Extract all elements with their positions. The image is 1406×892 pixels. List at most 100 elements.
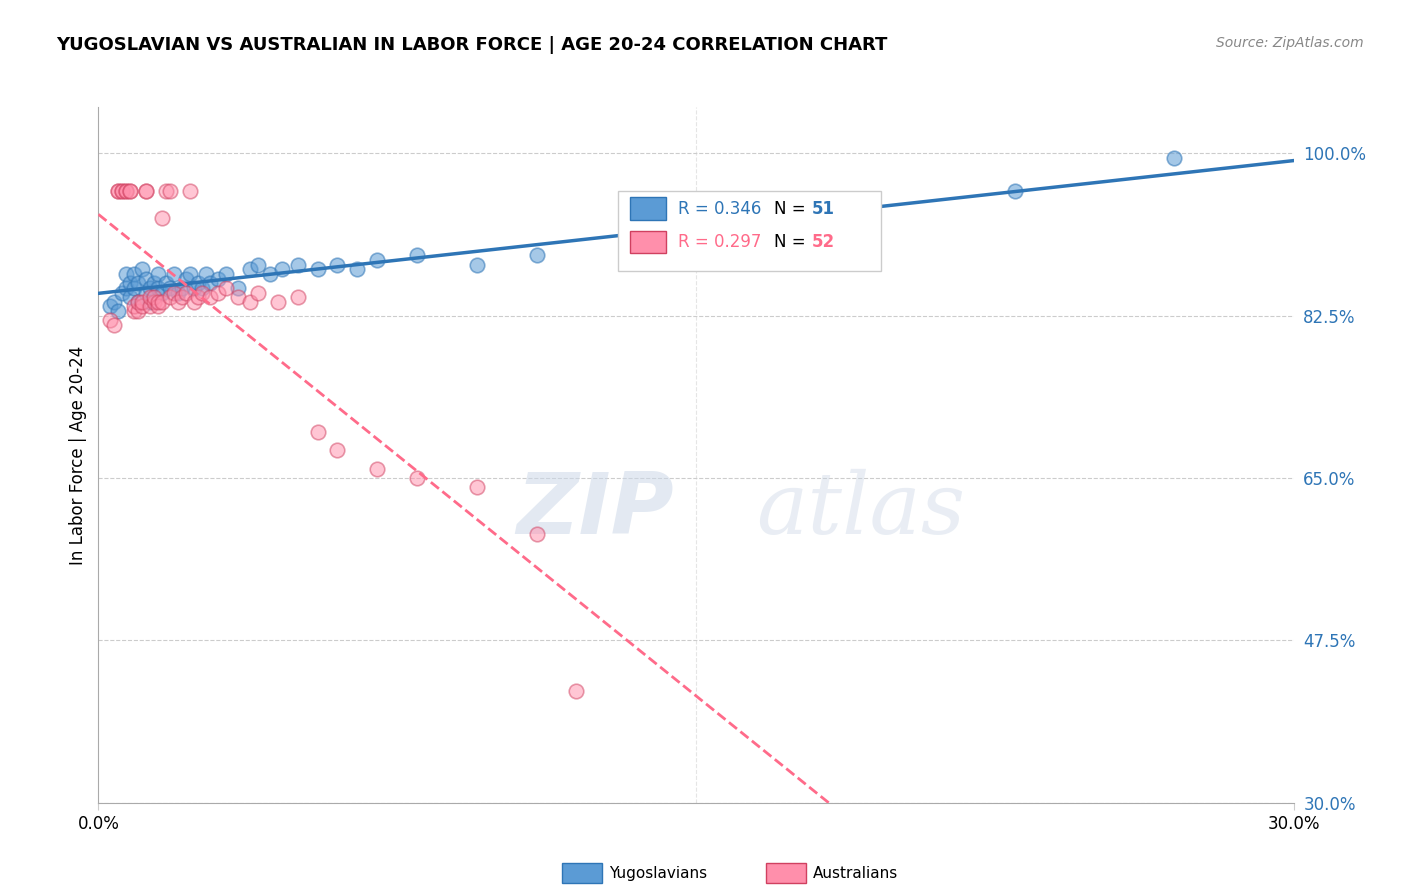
Point (131, 294, 153, 309)
Point (143, 290, 166, 304)
Point (155, 277, 177, 291)
Y-axis label: In Labor Force | Age 20-24: In Labor Force | Age 20-24 (69, 345, 87, 565)
Point (198, 290, 221, 304)
FancyBboxPatch shape (619, 191, 882, 270)
Point (1004, 184, 1026, 198)
Point (191, 281, 214, 295)
Point (195, 267, 218, 281)
Point (115, 184, 138, 198)
Point (120, 290, 142, 304)
Point (163, 285, 186, 300)
Point (98, 313, 122, 327)
Point (239, 262, 262, 277)
Point (226, 290, 249, 304)
Point (307, 262, 329, 277)
Point (115, 267, 138, 281)
Text: Source: ZipAtlas.com: Source: ZipAtlas.com (1216, 36, 1364, 50)
Point (366, 462, 388, 476)
Text: N =: N = (773, 233, 810, 251)
Point (135, 184, 157, 198)
Point (150, 285, 173, 300)
Point (159, 184, 181, 198)
Point (174, 285, 197, 300)
Text: YUGOSLAVIAN VS AUSTRALIAN IN LABOR FORCE | AGE 20-24 CORRELATION CHART: YUGOSLAVIAN VS AUSTRALIAN IN LABOR FORCE… (56, 36, 887, 54)
Point (155, 184, 177, 198)
Point (111, 184, 134, 198)
Text: Australians: Australians (813, 866, 898, 880)
Point (150, 294, 173, 309)
Point (127, 294, 149, 309)
Point (565, 684, 588, 698)
Point (111, 285, 134, 300)
Point (148, 281, 170, 295)
Text: N =: N = (773, 200, 810, 218)
Point (167, 294, 190, 309)
Text: atlas: atlas (756, 469, 965, 552)
Point (174, 271, 197, 285)
Point (163, 267, 186, 281)
Point (267, 294, 290, 309)
Point (270, 262, 292, 277)
Point (143, 277, 166, 291)
Text: 51: 51 (811, 200, 835, 218)
Point (131, 300, 153, 314)
Point (120, 184, 142, 198)
Point (406, 248, 429, 262)
Point (120, 184, 142, 198)
Point (287, 290, 309, 304)
Point (172, 290, 194, 304)
Point (150, 211, 173, 226)
Point (131, 262, 153, 277)
Point (127, 294, 149, 309)
Point (107, 304, 129, 318)
Point (366, 253, 388, 268)
Point (198, 277, 221, 291)
Point (191, 285, 214, 300)
Point (167, 285, 190, 300)
Point (139, 281, 162, 295)
Point (179, 184, 201, 198)
Text: R = 0.297: R = 0.297 (678, 233, 762, 251)
Point (465, 480, 488, 494)
Point (124, 281, 146, 295)
Point (287, 258, 309, 272)
Point (127, 277, 149, 291)
Point (120, 277, 142, 291)
Point (226, 281, 249, 295)
Point (179, 267, 201, 281)
Point (183, 294, 205, 309)
Point (187, 277, 209, 291)
Point (172, 281, 194, 295)
Point (465, 258, 488, 272)
Point (187, 290, 209, 304)
Point (115, 184, 138, 198)
Point (139, 294, 162, 309)
Point (103, 318, 125, 332)
Text: Yugoslavians: Yugoslavians (609, 866, 707, 880)
Point (127, 304, 149, 318)
Point (239, 294, 262, 309)
Point (183, 281, 205, 295)
FancyBboxPatch shape (630, 197, 666, 219)
Point (346, 262, 368, 277)
Point (139, 290, 162, 304)
Point (124, 300, 146, 314)
Point (143, 294, 166, 309)
Point (1163, 151, 1185, 165)
Point (406, 471, 429, 485)
Point (307, 425, 329, 439)
Point (685, 244, 707, 258)
Point (103, 294, 125, 309)
Point (124, 304, 146, 318)
Point (124, 267, 146, 281)
Point (207, 271, 229, 285)
Point (148, 294, 170, 309)
Point (135, 285, 157, 300)
Point (107, 184, 129, 198)
Point (246, 285, 269, 300)
Point (115, 281, 138, 295)
Text: 52: 52 (811, 233, 835, 251)
Point (159, 290, 181, 304)
Point (259, 267, 281, 281)
Point (148, 267, 170, 281)
